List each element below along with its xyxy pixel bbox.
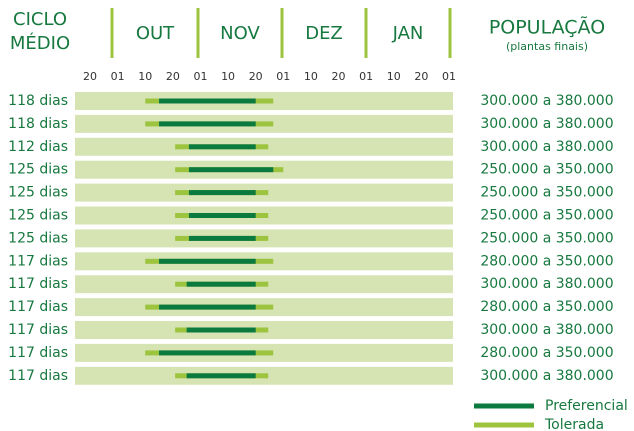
legend-label: Tolerada	[544, 417, 604, 431]
population: 250.000 a 350.000	[480, 185, 613, 201]
x-tick-label: 01	[193, 70, 207, 83]
preferred-bar	[188, 235, 256, 241]
x-tick-label: 20	[166, 70, 180, 83]
x-tick-label: 20	[83, 70, 97, 83]
preferred-bar	[188, 144, 256, 150]
month-label: NOV	[220, 23, 260, 44]
x-tick-label: 01	[442, 70, 456, 83]
legend-swatch	[474, 403, 534, 409]
population-header: POPULAÇÃO	[489, 16, 605, 39]
row-label: 112 dias	[8, 139, 68, 155]
x-tick-label: 01	[111, 70, 125, 83]
row-label: 117 dias	[8, 253, 68, 269]
row-label: 117 dias	[8, 345, 68, 361]
population-subheader: (plantas finais)	[506, 40, 588, 53]
x-tick-label: 10	[221, 70, 235, 83]
x-tick-label: 20	[332, 70, 346, 83]
x-tick-label: 20	[414, 70, 428, 83]
row-label: 117 dias	[8, 368, 68, 384]
month-label: OUT	[136, 23, 175, 44]
population: 250.000 a 350.000	[480, 230, 613, 246]
x-tick-label: 01	[276, 70, 290, 83]
row-label: 125 dias	[8, 185, 68, 201]
preferred-bar	[186, 327, 256, 333]
month-label: JAN	[392, 23, 424, 44]
row-label: 117 dias	[8, 276, 68, 292]
population: 300.000 a 380.000	[480, 276, 613, 292]
preferred-bar	[159, 121, 256, 127]
x-tick-label: 10	[304, 70, 318, 83]
x-tick-label: 01	[359, 70, 373, 83]
population: 300.000 a 380.000	[480, 116, 613, 132]
row-label: 117 dias	[8, 299, 68, 315]
population: 300.000 a 380.000	[480, 322, 613, 338]
row-label: 118 dias	[8, 93, 68, 109]
population: 300.000 a 380.000	[480, 93, 613, 109]
preferred-bar	[188, 167, 274, 173]
preferred-bar	[188, 213, 256, 218]
preferred-bar	[186, 373, 256, 379]
legend-swatch	[474, 422, 534, 428]
preferred-bar	[159, 258, 256, 264]
population: 300.000 a 380.000	[480, 139, 613, 155]
month-label: DEZ	[305, 23, 343, 44]
population: 250.000 a 350.000	[480, 162, 613, 178]
population: 280.000 a 350.000	[480, 345, 613, 361]
legend-label: Preferencial	[545, 398, 628, 414]
x-tick-label: 10	[387, 70, 401, 83]
row-label: 117 dias	[8, 322, 68, 338]
x-tick-label: 20	[249, 70, 263, 83]
row-label: 125 dias	[8, 162, 68, 178]
population: 280.000 a 350.000	[480, 299, 613, 315]
preferred-bar	[159, 304, 256, 310]
row-header: MÉDIO	[10, 32, 70, 54]
population: 280.000 a 350.000	[480, 253, 613, 269]
row-label: 125 dias	[8, 208, 68, 224]
row-label: 118 dias	[8, 116, 68, 132]
population: 300.000 a 380.000	[480, 368, 613, 384]
x-tick-label: 10	[138, 70, 152, 83]
preferred-bar	[188, 190, 256, 196]
population: 250.000 a 350.000	[480, 208, 613, 224]
preferred-bar	[159, 98, 256, 104]
row-label: 125 dias	[8, 230, 68, 246]
preferred-bar	[186, 281, 256, 287]
preferred-bar	[159, 350, 256, 356]
row-header: CICLO	[13, 9, 67, 30]
